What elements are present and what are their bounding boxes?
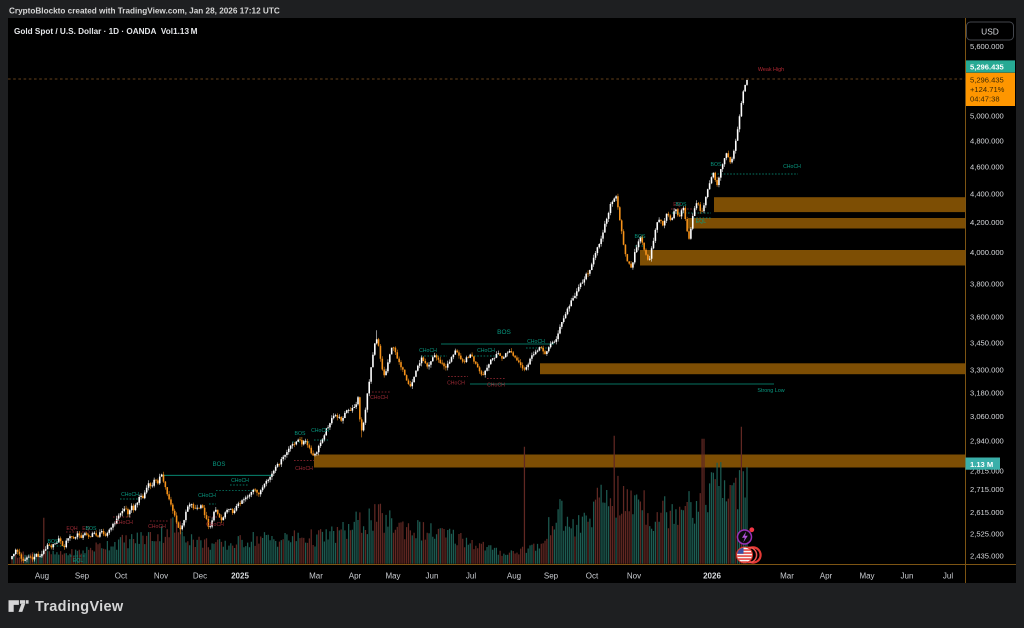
svg-text:Apr: Apr [820, 572, 833, 581]
svg-text:3,300.000: 3,300.000 [970, 366, 1004, 375]
svg-text:3,800.000: 3,800.000 [970, 279, 1004, 288]
svg-text:EQL: EQL [73, 558, 83, 564]
svg-text:2,715.000: 2,715.000 [970, 485, 1004, 494]
svg-text:Weak High: Weak High [758, 67, 784, 73]
svg-text:CHoCH: CHoCH [487, 383, 505, 389]
svg-text:Strong Low: Strong Low [757, 388, 784, 394]
svg-text:Gold Spot / U.S. Dollar · 1D ·: Gold Spot / U.S. Dollar · 1D · OANDA Vol… [14, 27, 198, 36]
svg-text:+124.71%: +124.71% [970, 85, 1005, 94]
svg-text:CHoCH: CHoCH [198, 493, 216, 499]
svg-text:May: May [385, 572, 400, 581]
svg-text:Jun: Jun [901, 572, 914, 581]
svg-text:1.13 M: 1.13 M [970, 460, 993, 469]
svg-text:USD: USD [981, 27, 999, 37]
svg-text:CHoCH: CHoCH [311, 428, 329, 434]
svg-text:Jul: Jul [466, 572, 476, 581]
svg-text:Sep: Sep [75, 572, 90, 581]
svg-text:Mar: Mar [780, 572, 794, 581]
svg-text:CryptoBlockto created with Tra: CryptoBlockto created with TradingView.c… [9, 7, 280, 16]
svg-text:BOS: BOS [48, 539, 59, 545]
svg-text:Mar: Mar [309, 572, 323, 581]
svg-text:Nov: Nov [627, 572, 641, 581]
svg-text:Aug: Aug [35, 572, 49, 581]
svg-text:Jun: Jun [426, 572, 439, 581]
svg-text:3,600.000: 3,600.000 [970, 312, 1004, 321]
svg-text:Sep: Sep [544, 572, 559, 581]
svg-text:4,400.000: 4,400.000 [970, 190, 1004, 199]
svg-text:CHoCH: CHoCH [231, 478, 249, 484]
svg-text:Jul: Jul [943, 572, 953, 581]
svg-text:EQH: EQH [66, 526, 77, 532]
svg-text:CHoCH: CHoCH [447, 381, 465, 387]
svg-text:2026: 2026 [703, 572, 721, 581]
svg-text:Apr: Apr [349, 572, 362, 581]
svg-text:CHoCH: CHoCH [477, 348, 495, 354]
svg-text:EQ: EQ [673, 202, 681, 208]
svg-text:5,296.435: 5,296.435 [970, 75, 1004, 84]
svg-text:Dec: Dec [193, 572, 207, 581]
svg-text:Oct: Oct [586, 572, 599, 581]
svg-text:CHoCH: CHoCH [206, 522, 224, 528]
svg-text:4,200.000: 4,200.000 [970, 218, 1004, 227]
svg-text:EQ: EQ [82, 526, 90, 532]
svg-text:BOS: BOS [213, 462, 226, 468]
svg-text:2,940.000: 2,940.000 [970, 436, 1004, 445]
svg-text:3,060.000: 3,060.000 [970, 412, 1004, 421]
svg-text:BOS: BOS [86, 526, 97, 532]
svg-text:2,815.000: 2,815.000 [970, 466, 1004, 475]
svg-text:Nov: Nov [154, 572, 168, 581]
svg-text:Aug: Aug [507, 572, 521, 581]
svg-text:4,800.000: 4,800.000 [970, 136, 1004, 145]
svg-text:5,600.000: 5,600.000 [970, 42, 1004, 51]
svg-text:EQL: EQL [696, 219, 706, 225]
svg-text:5,000.000: 5,000.000 [970, 111, 1004, 120]
svg-text:BOS: BOS [711, 162, 722, 168]
svg-text:4,000.000: 4,000.000 [970, 248, 1004, 257]
svg-text:04:47:38: 04:47:38 [970, 95, 1000, 104]
svg-text:3,180.000: 3,180.000 [970, 388, 1004, 397]
svg-text:5,296.435: 5,296.435 [970, 63, 1005, 72]
svg-text:CHoCH: CHoCH [121, 492, 139, 498]
svg-text:BOS: BOS [676, 202, 687, 208]
svg-text:2,615.000: 2,615.000 [970, 508, 1004, 517]
svg-text:4,600.000: 4,600.000 [970, 162, 1004, 171]
svg-text:CHoCH: CHoCH [419, 348, 437, 354]
svg-text:CHoCH: CHoCH [370, 395, 388, 401]
svg-text:May: May [859, 572, 874, 581]
svg-text:BOS: BOS [295, 431, 306, 437]
svg-text:2025: 2025 [231, 572, 249, 581]
svg-text:BOS: BOS [635, 234, 646, 240]
svg-text:CHoCH: CHoCH [148, 524, 166, 530]
svg-text:CHoCH: CHoCH [527, 339, 545, 345]
svg-text:Oct: Oct [115, 572, 128, 581]
svg-text:CHoCH: CHoCH [115, 520, 133, 526]
svg-text:3,450.000: 3,450.000 [970, 339, 1004, 348]
svg-text:TradingView: TradingView [35, 599, 124, 615]
svg-text:BOS: BOS [497, 329, 511, 336]
svg-text:CHoCH: CHoCH [783, 164, 801, 170]
svg-text:2,525.000: 2,525.000 [970, 530, 1004, 539]
svg-text:CHoCH: CHoCH [295, 466, 313, 472]
svg-text:2,435.000: 2,435.000 [970, 552, 1004, 561]
